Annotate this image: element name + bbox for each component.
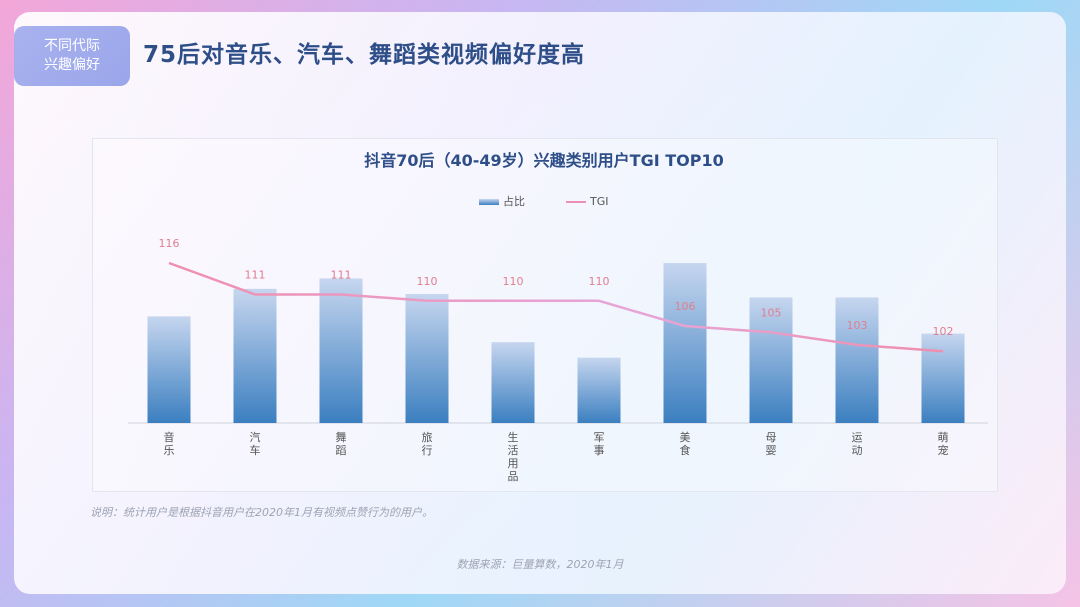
bar-6 xyxy=(577,357,621,423)
x-tick-label: 美食 xyxy=(680,431,691,457)
legend-bar-label: 占比 xyxy=(503,194,525,208)
tgi-data-label: 106 xyxy=(675,300,696,313)
x-tick-label: 运动 xyxy=(852,431,863,457)
legend-line-label: TGI xyxy=(589,195,609,208)
x-tick-label: 母婴 xyxy=(766,431,777,457)
section-tag: 不同代际 兴趣偏好 xyxy=(14,26,130,86)
data-source: 数据来源：巨量算数，2020年1月 xyxy=(456,558,624,571)
x-tick-label: 汽车 xyxy=(250,430,261,457)
bar-8 xyxy=(749,297,793,423)
tgi-data-label: 105 xyxy=(761,306,782,319)
bar-5 xyxy=(491,342,535,423)
x-tick-label: 舞蹈 xyxy=(336,431,347,457)
bar-9 xyxy=(835,297,879,423)
x-tick-label: 军事 xyxy=(594,431,605,457)
x-tick-label: 音乐 xyxy=(164,430,175,457)
footnote: 说明：统计用户是根据抖音用户在2020年1月有视频点赞行为的用户。 xyxy=(90,506,433,519)
tgi-data-label: 110 xyxy=(503,275,524,288)
x-tick-label: 生活用品 xyxy=(508,430,519,483)
bar-10 xyxy=(921,333,965,423)
tgi-data-label: 110 xyxy=(417,275,438,288)
tgi-data-label: 110 xyxy=(589,275,610,288)
x-tick-label: 萌宠 xyxy=(938,430,949,457)
section-tag-line2: 兴趣偏好 xyxy=(44,57,100,73)
bar-3 xyxy=(319,278,363,423)
slide-frame xyxy=(14,12,1066,594)
bar-4 xyxy=(405,294,449,423)
tgi-data-label: 103 xyxy=(847,319,868,332)
section-tag-line1: 不同代际 xyxy=(44,38,100,54)
tgi-data-label: 111 xyxy=(331,269,352,282)
tgi-data-label: 102 xyxy=(933,325,954,338)
bar-1 xyxy=(147,316,191,423)
legend-bar-swatch xyxy=(479,199,499,205)
bar-2 xyxy=(233,288,277,423)
chart-title: 抖音70后（40-49岁）兴趣类别用户TGI TOP10 xyxy=(364,151,724,170)
tgi-data-label: 111 xyxy=(245,269,266,282)
x-tick-label: 旅行 xyxy=(422,430,433,457)
tgi-line xyxy=(168,261,944,353)
tgi-data-label: 116 xyxy=(159,237,180,250)
page-title: 75后对音乐、汽车、舞蹈类视频偏好度高 xyxy=(143,42,586,68)
bar-7 xyxy=(663,263,707,423)
